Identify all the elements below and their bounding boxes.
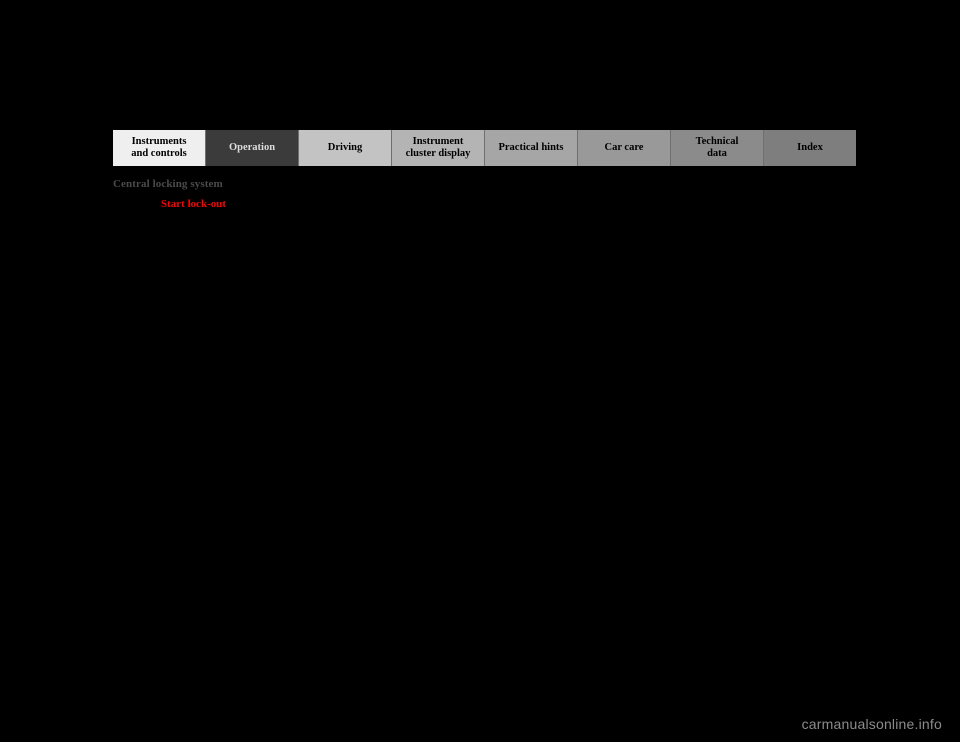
- tab-instruments-and-controls[interactable]: Instrumentsand controls: [113, 130, 206, 166]
- tab-label: Operation: [229, 142, 275, 154]
- section-title: Central locking system: [113, 178, 856, 190]
- tab-practical-hints[interactable]: Practical hints: [485, 130, 578, 166]
- tab-instrument-cluster-display[interactable]: Instrumentcluster display: [392, 130, 485, 166]
- tab-label: Practical hints: [498, 142, 563, 154]
- tab-label: Car care: [605, 142, 644, 154]
- tab-driving[interactable]: Driving: [299, 130, 392, 166]
- tab-operation[interactable]: Operation: [206, 130, 299, 166]
- tab-label: Instrumentsand controls: [131, 136, 187, 160]
- tab-car-care[interactable]: Car care: [578, 130, 671, 166]
- watermark: carmanualsonline.info: [802, 716, 942, 732]
- tab-label: Index: [797, 142, 823, 154]
- tab-label: Driving: [328, 142, 362, 154]
- section-tabbar: Instrumentsand controls Operation Drivin…: [113, 130, 856, 166]
- tab-label: Instrumentcluster display: [406, 136, 471, 160]
- subsection-heading: Start lock-out: [113, 198, 856, 210]
- manual-page: Instrumentsand controls Operation Drivin…: [113, 130, 856, 210]
- tab-label: Technicaldata: [696, 136, 739, 160]
- tab-index[interactable]: Index: [764, 130, 856, 166]
- tab-technical-data[interactable]: Technicaldata: [671, 130, 764, 166]
